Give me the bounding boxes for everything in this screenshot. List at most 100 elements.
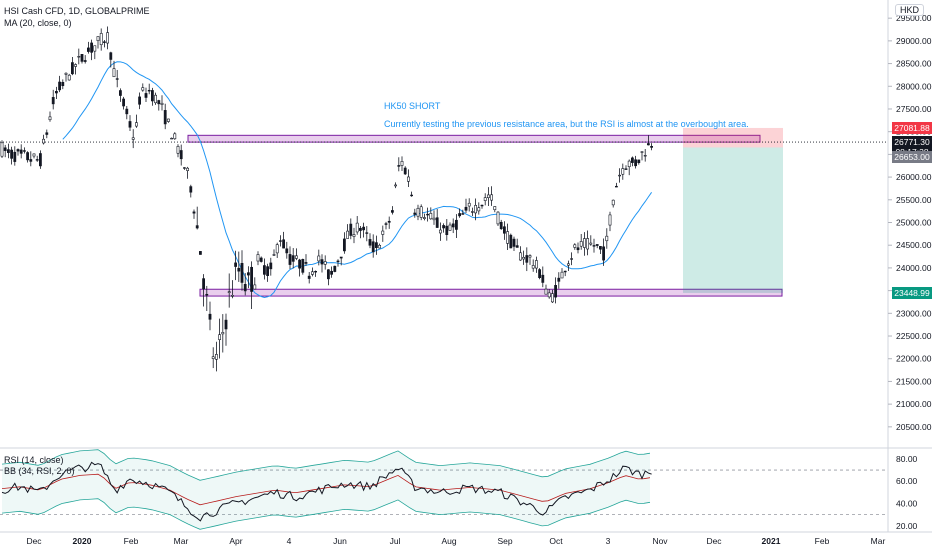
candle [579,241,583,247]
candle [522,256,526,260]
bb-legend[interactable]: BB (34, RSI, 2, 0) [4,466,75,476]
support-zone [199,288,783,297]
candle [605,235,609,242]
candle [215,354,218,360]
ma-legend[interactable]: MA (20, close, 0) [4,18,72,28]
time-tick-label: Dec [706,536,722,546]
candle [247,272,250,276]
candle [128,121,132,128]
candle [650,145,654,148]
candle [131,137,135,140]
candle [0,142,4,157]
candle [7,149,10,153]
ma-line [62,61,653,299]
candle [237,267,241,272]
candle [461,213,465,215]
candle [221,332,225,335]
candle [496,211,500,225]
candle [358,227,362,231]
currency-badge[interactable]: HKD [894,4,924,16]
price-tick-label: 22000.00 [896,354,932,364]
time-tick-label: Aug [441,536,456,546]
price-tag: 27081.88 [892,121,932,134]
candle [557,277,561,282]
bb-band-fill [2,449,650,530]
candle [595,244,599,246]
candle [10,149,14,159]
candle [304,262,308,264]
candle [560,271,564,279]
time-tick-label: Jul [390,536,401,546]
candle [403,167,407,175]
candle [285,248,289,254]
price-tick-label: 21500.00 [896,376,932,386]
candle [93,45,97,52]
candle [451,223,455,228]
candle [199,251,202,255]
candle [16,149,20,152]
bb-lower-line [1,498,651,530]
price-tick-label: 29000.00 [896,36,932,46]
candle [384,223,388,225]
candle [342,238,346,252]
candle [426,213,430,216]
annotation-title: HK50 SHORT [384,101,441,111]
candle [54,90,58,94]
candle [394,184,398,187]
candle [3,147,7,151]
candle [554,285,558,298]
candle [122,98,126,107]
candle [99,33,103,46]
candle [77,56,81,58]
candle [333,265,337,272]
price-tag: 23448.99 [892,286,932,299]
time-tick-label: Oct [549,536,563,546]
candle [586,238,590,250]
candle [119,90,122,96]
candle [336,260,340,263]
ma-line-layer [62,61,653,299]
candle [374,242,378,248]
candle [390,210,394,213]
candle [135,122,138,127]
candle [573,244,577,248]
candle [346,230,350,239]
candle [576,247,580,251]
time-tick-label: Dec [26,536,42,546]
candle [208,313,212,320]
candle [320,259,324,265]
stop-loss-area [683,127,783,148]
candle [167,118,170,122]
candle [154,94,158,104]
rsi-legend[interactable]: RSI (14, close) [4,455,64,465]
candle [310,271,314,275]
candle [490,194,494,201]
candle [227,291,231,293]
time-tick-label: 3 [606,536,611,546]
candle [176,146,180,154]
price-tick-label: 22500.00 [896,331,932,341]
candle [406,176,410,182]
candle [106,32,110,44]
candle [634,159,638,167]
candle [544,288,548,295]
rsi-line [1,461,652,522]
candle [250,266,254,292]
candle [109,52,113,60]
price-tick-label: 25500.00 [896,195,932,205]
candle [45,132,49,135]
candle [240,262,244,283]
candle [608,214,612,226]
candle [422,217,426,219]
candle [502,226,506,234]
price-tick-label: 23000.00 [896,308,932,318]
candle [483,197,487,201]
candle [598,246,602,250]
candle [486,194,490,198]
candle [630,157,634,163]
time-tick-label: Apr [229,536,242,546]
candle [278,240,282,242]
symbol-legend[interactable]: HSI Cash CFD, 1D, GLOBALPRIME [4,6,150,16]
